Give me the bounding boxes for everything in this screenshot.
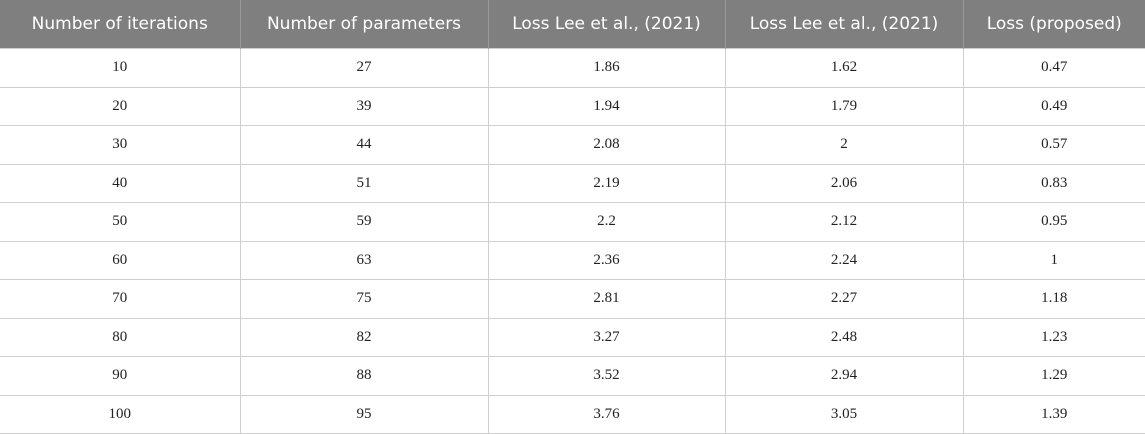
table-row: 70 75 2.81 2.27 1.18: [0, 279, 1145, 319]
table-row: 80 82 3.27 2.48 1.23: [0, 317, 1145, 357]
table-cell: 1.62: [724, 48, 964, 88]
table-cell: 0.57: [962, 125, 1145, 165]
table-cell: 0.47: [962, 48, 1145, 88]
table-row: 30 44 2.08 2 0.57: [0, 125, 1145, 165]
table-cell: 100: [0, 394, 241, 434]
table-row: 20 39 1.94 1.79 0.49: [0, 86, 1145, 126]
table-cell: 3.05: [724, 394, 964, 434]
header-row: Number of iterations Number of parameters…: [0, 0, 1145, 49]
table-cell: 3.52: [487, 356, 726, 396]
table-cell: 1: [962, 240, 1145, 280]
header-cell: Number of iterations: [0, 0, 241, 49]
table-cell: 2.27: [724, 279, 964, 319]
header-cell: Loss Lee et al., (2021): [725, 0, 964, 49]
table-cell: 2.12: [724, 202, 964, 242]
table-cell: 1.86: [487, 48, 726, 88]
table-cell: 30: [0, 125, 241, 165]
table-cell: 40: [0, 163, 241, 203]
table-cell: 80: [0, 317, 241, 357]
table-body: 10 27 1.86 1.62 0.47 20 39 1.94 1.79 0.49 30 44 2.08…: [0, 48, 1145, 434]
table-cell: 20: [0, 86, 241, 126]
table-row: 100 95 3.76 3.05 1.39: [0, 394, 1145, 434]
table-cell: 2.48: [724, 317, 964, 357]
table-cell: 2.24: [724, 240, 964, 280]
table-cell: 2.19: [487, 163, 726, 203]
table-cell: 0.83: [962, 163, 1145, 203]
table-cell: 1.39: [962, 394, 1145, 434]
table-cell: 1.18: [962, 279, 1145, 319]
table-cell: 3.27: [487, 317, 726, 357]
table-cell: 90: [0, 356, 241, 396]
table-cell: 1.79: [724, 86, 964, 126]
table-cell: 0.95: [962, 202, 1145, 242]
table-cell: 44: [239, 125, 489, 165]
table-cell: 2.36: [487, 240, 726, 280]
table-cell: 1.29: [962, 356, 1145, 396]
table-cell: 63: [239, 240, 489, 280]
table-cell: 88: [239, 356, 489, 396]
table-header: Number of iterations Number of parameters…: [0, 0, 1145, 49]
table-cell: 2.94: [724, 356, 964, 396]
table-cell: 39: [239, 86, 489, 126]
table-cell: 70: [0, 279, 241, 319]
table-cell: 2.81: [487, 279, 726, 319]
header-cell: Number of parameters: [240, 0, 489, 49]
table-cell: 1.23: [962, 317, 1145, 357]
table-cell: 10: [0, 48, 241, 88]
table-cell: 82: [239, 317, 489, 357]
table-cell: 1.94: [487, 86, 726, 126]
table-cell: 50: [0, 202, 241, 242]
table-cell: 60: [0, 240, 241, 280]
table-cell: 95: [239, 394, 489, 434]
table-row: 40 51 2.19 2.06 0.83: [0, 163, 1145, 203]
table-cell: 75: [239, 279, 489, 319]
table-cell: 0.49: [962, 86, 1145, 126]
header-cell: Loss (proposed): [963, 0, 1145, 49]
table-row: 10 27 1.86 1.62 0.47: [0, 48, 1145, 88]
table-cell: 2: [724, 125, 964, 165]
table-row: 60 63 2.36 2.24 1: [0, 240, 1145, 280]
table-cell: 27: [239, 48, 489, 88]
table-cell: 59: [239, 202, 489, 242]
table-row: 90 88 3.52 2.94 1.29: [0, 356, 1145, 396]
table-cell: 3.76: [487, 394, 726, 434]
table-cell: 2.06: [724, 163, 964, 203]
header-cell: Loss Lee et al., (2021): [488, 0, 726, 49]
table-cell: 2.2: [487, 202, 726, 242]
table-cell: 51: [239, 163, 489, 203]
table-row: 50 59 2.2 2.12 0.95: [0, 202, 1145, 242]
table-cell: 2.08: [487, 125, 726, 165]
